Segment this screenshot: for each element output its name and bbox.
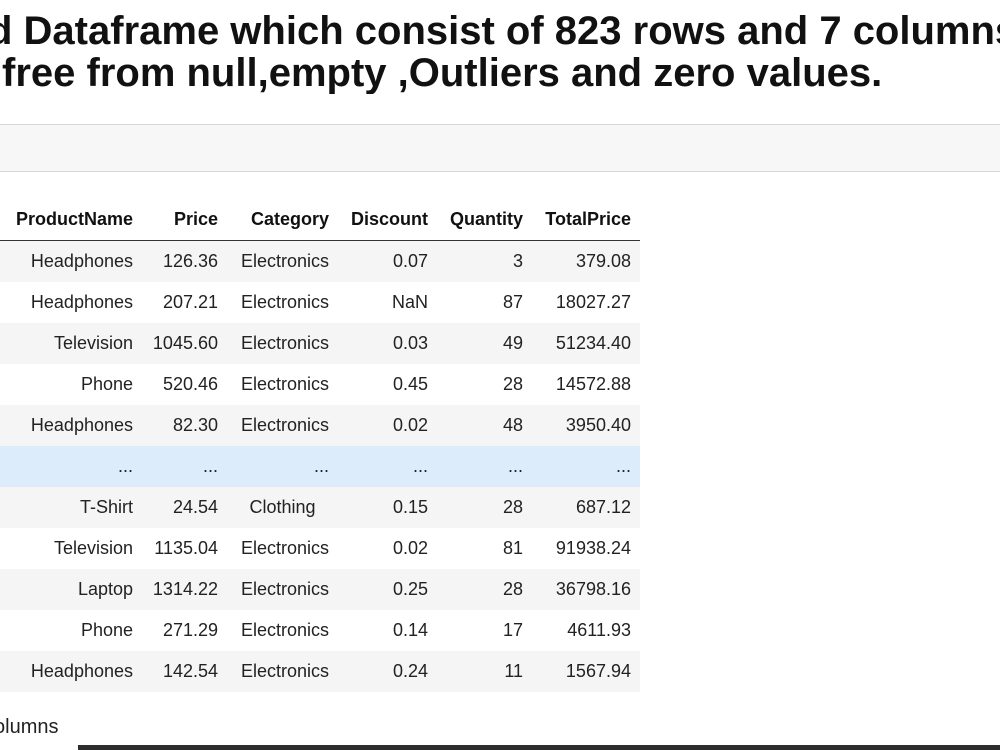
horizontal-scrollbar[interactable] — [78, 745, 1000, 750]
table-body: Headphones 126.36 Electronics 0.07 3 379.08 He… — [0, 240, 640, 692]
table-cell: 0.14 — [338, 610, 437, 651]
table-row: Headphones 207.21 Electronics NaN 87 18027.27 — [0, 282, 640, 323]
table-row: Phone 520.46 Electronics 0.45 28 14572.88 — [0, 364, 640, 405]
table-row: Phone 271.29 Electronics 0.14 17 4611.93 — [0, 610, 640, 651]
table-cell: 1567.94 — [532, 651, 640, 692]
table-cell: 28 — [437, 487, 532, 528]
table-row: Laptop 1314.22 Electronics 0.25 28 36798.16 — [0, 569, 640, 610]
table-row: .................. — [0, 446, 640, 487]
table-row: Headphones 142.54 Electronics 0.24 11 1567.94 — [0, 651, 640, 692]
table-cell: 87 — [437, 282, 532, 323]
table-cell: 687.12 — [532, 487, 640, 528]
table-cell: Headphones — [0, 651, 142, 692]
table-cell: Electronics — [227, 610, 338, 651]
column-header: ProductName — [0, 198, 142, 241]
table-cell: 51234.40 — [532, 323, 640, 364]
table-cell: Television — [0, 528, 142, 569]
table-cell: 36798.16 — [532, 569, 640, 610]
table-cell: Phone — [0, 364, 142, 405]
table-cell: 0.02 — [338, 405, 437, 446]
table-cell: 82.30 — [142, 405, 227, 446]
table-cell: 17 — [437, 610, 532, 651]
table-cell: Electronics — [227, 364, 338, 405]
table-cell: Headphones — [0, 282, 142, 323]
table-cell: 3950.40 — [532, 405, 640, 446]
table-cell: 520.46 — [142, 364, 227, 405]
table-cell: 1314.22 — [142, 569, 227, 610]
table-cell: 0.15 — [338, 487, 437, 528]
dataframe-table: ProductName Price Category Discount Quan… — [0, 198, 640, 692]
table-cell: 379.08 — [532, 240, 640, 282]
column-header: Quantity — [437, 198, 532, 241]
table-cell: 3 — [437, 240, 532, 282]
table-cell: Electronics — [227, 282, 338, 323]
heading-line-1: d Dataframe which consist of 823 rows an… — [0, 10, 1000, 53]
heading-line-2: free from null,empty ,Outliers and zero … — [2, 51, 883, 94]
table-row: T-Shirt 24.54 Clothing 0.15 28 687.12 — [0, 487, 640, 528]
table-cell: 28 — [437, 364, 532, 405]
table-cell: 24.54 — [142, 487, 227, 528]
table-cell: 48 — [437, 405, 532, 446]
column-header: TotalPrice — [532, 198, 640, 241]
table-cell: 0.45 — [338, 364, 437, 405]
table-row: Television 1135.04 Electronics 0.02 81 91938.… — [0, 528, 640, 569]
table-cell: 28 — [437, 569, 532, 610]
table-row: Headphones 126.36 Electronics 0.07 3 379.08 — [0, 240, 640, 282]
table-cell: 18027.27 — [532, 282, 640, 323]
table-cell: ... — [338, 446, 437, 487]
markdown-heading: d Dataframe which consist of 823 rows an… — [0, 10, 1000, 94]
table-cell: 0.24 — [338, 651, 437, 692]
empty-code-cell[interactable] — [0, 124, 1000, 172]
table-cell: ... — [142, 446, 227, 487]
table-cell: Television — [0, 323, 142, 364]
table-cell: Phone — [0, 610, 142, 651]
table-header-row: ProductName Price Category Discount Quan… — [0, 198, 640, 241]
column-header: Category — [227, 198, 338, 241]
table-cell: Laptop — [0, 569, 142, 610]
table-cell: 0.02 — [338, 528, 437, 569]
table-cell: 126.36 — [142, 240, 227, 282]
table-cell: Electronics — [227, 405, 338, 446]
table-cell: ... — [437, 446, 532, 487]
table-cell: Electronics — [227, 528, 338, 569]
table-cell: ... — [0, 446, 142, 487]
table-cell: Electronics — [227, 651, 338, 692]
table-row: Television 1045.60 Electronics 0.03 49 51234.… — [0, 323, 640, 364]
table-cell: 11 — [437, 651, 532, 692]
table-cell: 49 — [437, 323, 532, 364]
table-cell: 81 — [437, 528, 532, 569]
table-cell: 0.03 — [338, 323, 437, 364]
table-cell: 1135.04 — [142, 528, 227, 569]
table-cell: 271.29 — [142, 610, 227, 651]
table-cell: Electronics — [227, 569, 338, 610]
column-header: Price — [142, 198, 227, 241]
table-cell: Electronics — [227, 240, 338, 282]
table-cell: ... — [532, 446, 640, 487]
table-cell: 0.07 — [338, 240, 437, 282]
table-cell: Electronics — [227, 323, 338, 364]
table-cell: NaN — [338, 282, 437, 323]
table-cell: 1045.60 — [142, 323, 227, 364]
table-cell: Headphones — [0, 405, 142, 446]
table-cell: 207.21 — [142, 282, 227, 323]
table-row: Headphones 82.30 Electronics 0.02 48 3950.40 — [0, 405, 640, 446]
table-cell: T-Shirt — [0, 487, 142, 528]
table-cell: 4611.93 — [532, 610, 640, 651]
table-cell: Clothing — [227, 487, 338, 528]
dataframe-shape-text: olumns — [0, 716, 59, 738]
table-cell: ... — [227, 446, 338, 487]
table-cell: 0.25 — [338, 569, 437, 610]
table-cell: Headphones — [0, 240, 142, 282]
table-cell: 142.54 — [142, 651, 227, 692]
table-cell: 91938.24 — [532, 528, 640, 569]
table-cell: 14572.88 — [532, 364, 640, 405]
column-header: Discount — [338, 198, 437, 241]
